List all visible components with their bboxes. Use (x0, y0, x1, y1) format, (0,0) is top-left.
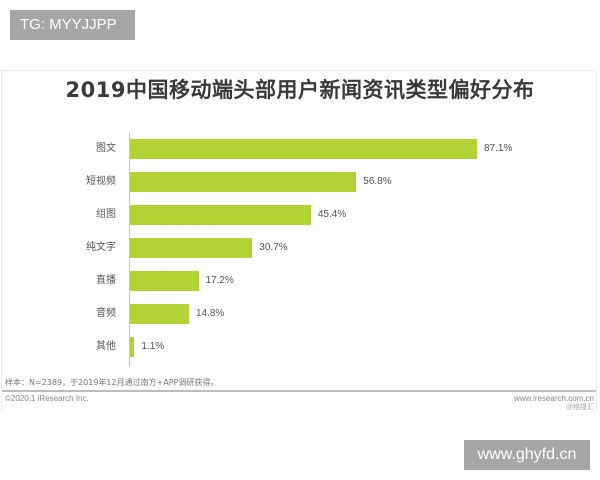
footer-divider (2, 390, 596, 392)
source-site: www.iresearch.com.cn @格隆汇 (514, 394, 594, 412)
category-label: 直播 (96, 275, 116, 286)
value-label: 14.8% (195, 308, 225, 319)
watermark-bottom-right: www.ghyfd.cn (464, 440, 590, 470)
value-label: 1.1% (141, 341, 165, 352)
bar-row: 纯文字 30.7% (0, 238, 600, 258)
bar-row: 其他 1.1% (0, 337, 600, 357)
category-label: 其他 (96, 341, 116, 352)
value-label: 30.7% (259, 242, 288, 253)
category-label: 短视频 (86, 176, 116, 187)
bar (130, 304, 189, 324)
bar (130, 271, 199, 291)
bar-row: 直播 17.2% (0, 271, 600, 291)
source-url: www.iresearch.com.cn (513, 394, 594, 403)
value-label: 45.4% (317, 209, 347, 220)
category-label: 图文 (96, 143, 116, 154)
bar-row: 图文 87.1% (0, 139, 600, 159)
category-label: 纯文字 (86, 242, 116, 253)
copyright: ©2020.1 iResearch Inc. (5, 394, 89, 403)
watermark-top-left: TG: MYYJJPP (10, 10, 135, 40)
bar (130, 172, 357, 192)
bar-row: 音频 14.8% (0, 304, 600, 324)
bar-row: 短视频 56.8% (0, 172, 600, 192)
bar (130, 139, 477, 159)
bar (130, 238, 253, 258)
bar-row: 组图 45.4% (0, 205, 600, 225)
category-label: 组图 (96, 209, 116, 220)
bar (130, 205, 311, 225)
value-label: 17.2% (205, 275, 234, 286)
chart-title: 2019中国移动端头部用户新闻资讯类型偏好分布 (65, 78, 535, 102)
value-label: 87.1% (484, 143, 513, 154)
value-label: 56.8% (363, 176, 392, 187)
source-credit: @格隆汇 (565, 404, 594, 411)
sample-note: 样本：N=2389，于2019年12月通过南方+APP调研获得。 (5, 378, 219, 387)
category-label: 音频 (96, 308, 116, 319)
chart-card (1, 70, 597, 412)
bar (130, 337, 135, 357)
y-axis-line (129, 132, 130, 367)
